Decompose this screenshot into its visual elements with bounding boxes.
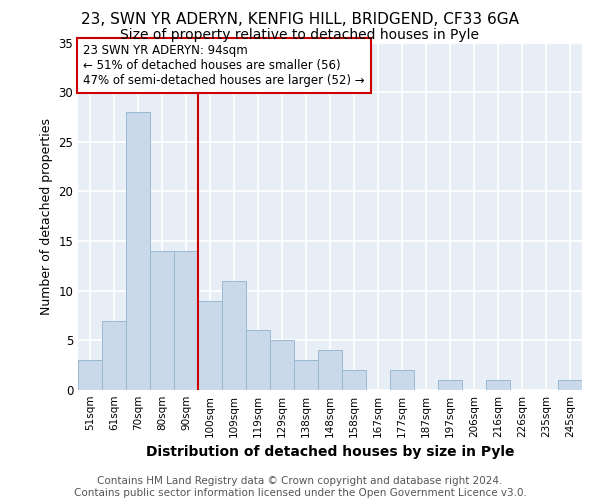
Bar [342,370,366,390]
Text: Contains HM Land Registry data © Crown copyright and database right 2024.
Contai: Contains HM Land Registry data © Crown c… [74,476,526,498]
Bar [198,300,222,390]
Bar [486,380,510,390]
Y-axis label: Number of detached properties: Number of detached properties [40,118,53,315]
Text: 23, SWN YR ADERYN, KENFIG HILL, BRIDGEND, CF33 6GA: 23, SWN YR ADERYN, KENFIG HILL, BRIDGEND… [81,12,519,28]
Bar [294,360,318,390]
Bar [558,380,582,390]
Bar [102,320,126,390]
Bar [246,330,270,390]
Bar [174,251,198,390]
Text: Size of property relative to detached houses in Pyle: Size of property relative to detached ho… [121,28,479,42]
Bar [150,251,174,390]
Text: 23 SWN YR ADERYN: 94sqm
← 51% of detached houses are smaller (56)
47% of semi-de: 23 SWN YR ADERYN: 94sqm ← 51% of detache… [83,44,365,87]
X-axis label: Distribution of detached houses by size in Pyle: Distribution of detached houses by size … [146,446,514,460]
Bar [270,340,294,390]
Bar [126,112,150,390]
Bar [222,281,246,390]
Bar [78,360,102,390]
Bar [318,350,342,390]
Bar [390,370,414,390]
Bar [438,380,462,390]
